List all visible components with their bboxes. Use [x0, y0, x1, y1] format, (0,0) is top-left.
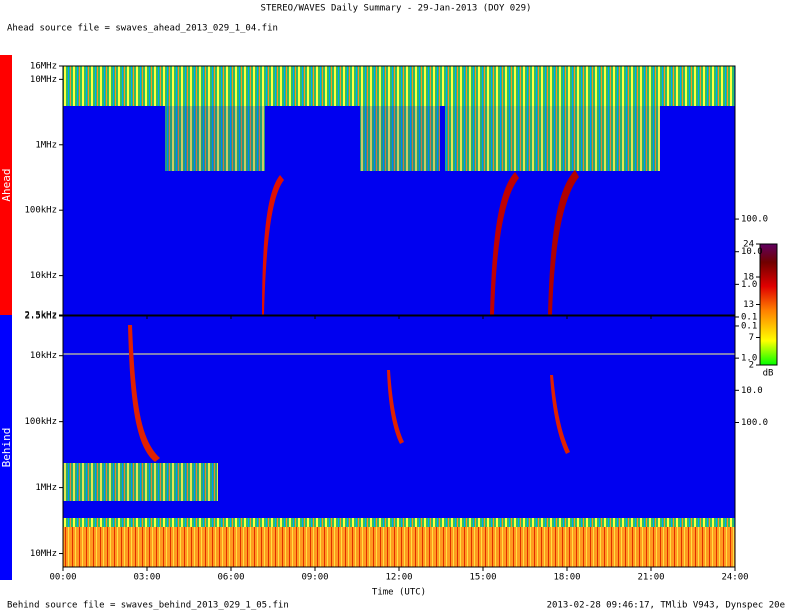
y2-tick-label: 0.1 — [741, 312, 757, 322]
panel-label: Behind — [0, 428, 13, 468]
y-tick-label: 1MHz — [35, 483, 57, 493]
colorbar-tick-label: 13 — [743, 300, 754, 310]
colorbar-tick-label: 2 — [749, 361, 754, 371]
y-tick-label: 2.5kHz — [24, 312, 57, 322]
footer: 2013-02-28 09:46:17, TMlib V943, Dynspec… — [547, 601, 785, 611]
y2-tick-label: 10.0 — [741, 386, 763, 396]
x-tick-label: 03:00 — [133, 573, 160, 583]
y2-tick-label: 10.0 — [741, 247, 763, 257]
colorbar-tick-label: 7 — [749, 333, 754, 343]
y2-tick-label: 1.0 — [741, 280, 757, 290]
y2-tick-label: 100.0 — [741, 418, 768, 428]
y-tick-label: 16MHz — [30, 62, 57, 72]
y-tick-label: 100kHz — [24, 417, 57, 427]
x-tick-label: 06:00 — [217, 573, 244, 583]
panel-label: Ahead — [0, 168, 13, 201]
colorbar-tick-label: 18 — [743, 273, 754, 283]
title: STEREO/WAVES Daily Summary - 29-Jan-2013… — [261, 4, 532, 14]
panel-side-bar — [0, 315, 12, 580]
y-tick-label: 10MHz — [30, 549, 57, 559]
panel-side-bar — [0, 55, 12, 315]
y-tick-label: 1MHz — [35, 140, 57, 150]
colorbar — [759, 243, 778, 366]
y2-tick-label: 100.0 — [741, 215, 768, 225]
x-axis-title: Time (UTC) — [372, 588, 426, 598]
y-tick-label: 10MHz — [30, 75, 57, 85]
colorbar-label: dB — [763, 369, 774, 379]
x-tick-label: 21:00 — [637, 573, 664, 583]
colorbar-tick-label: 24 — [743, 240, 754, 250]
behind-file: Behind source file = swaves_behind_2013_… — [7, 601, 289, 611]
y-tick-label: 10kHz — [30, 271, 57, 281]
x-tick-label: 09:00 — [301, 573, 328, 583]
y-tick-label: 100kHz — [24, 206, 57, 216]
y-tick-label: 2.5kHz — [24, 311, 57, 321]
x-tick-label: 12:00 — [385, 573, 412, 583]
y-tick-label: 10kHz — [30, 351, 57, 361]
y2-tick-label: 0.1 — [741, 321, 757, 331]
x-tick-label: 18:00 — [553, 573, 580, 583]
x-tick-label: 24:00 — [721, 573, 748, 583]
x-tick-label: 15:00 — [469, 573, 496, 583]
ahead-file: Ahead source file = swaves_ahead_2013_02… — [7, 24, 278, 34]
y2-tick-label: 1.0 — [741, 354, 757, 364]
spectrogram-image — [63, 66, 735, 567]
x-tick-label: 00:00 — [49, 573, 76, 583]
